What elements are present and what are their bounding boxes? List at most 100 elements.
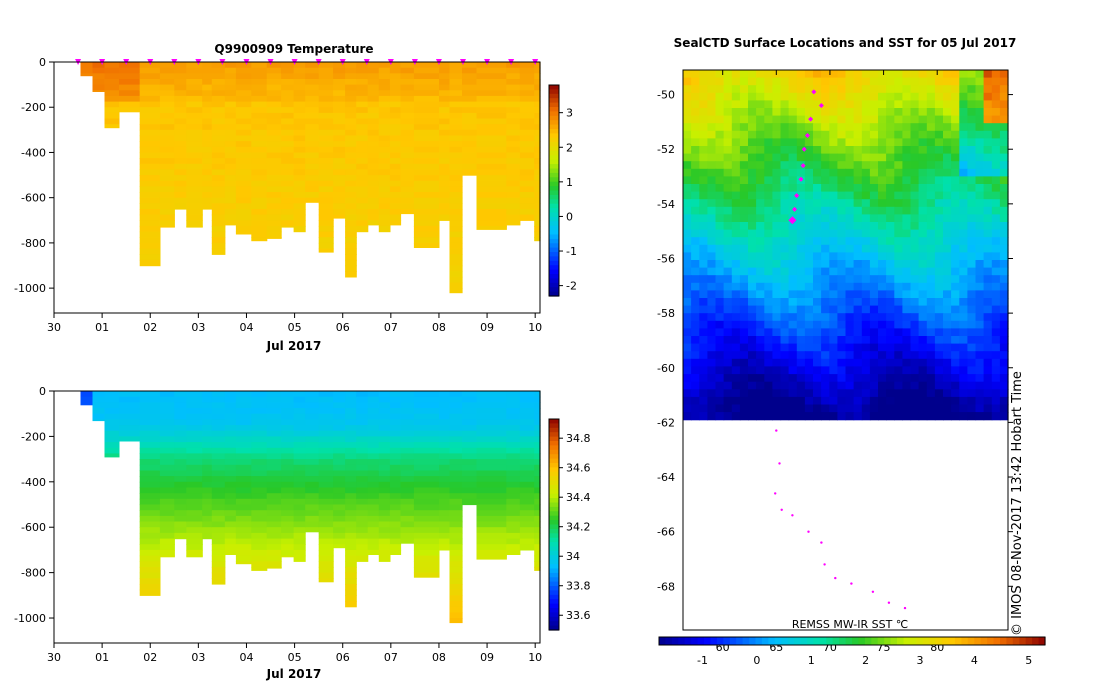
heatmap-cell — [281, 169, 295, 176]
sst-cell — [699, 343, 708, 352]
sst-cell — [959, 320, 968, 329]
heatmap-cell — [235, 476, 252, 483]
heatmap-cell — [449, 101, 463, 108]
heatmap-cell — [305, 493, 320, 500]
heatmap-cell — [139, 549, 161, 557]
seal-track — [774, 429, 907, 610]
sst-cell — [837, 92, 847, 101]
heatmap-cell — [186, 209, 203, 216]
heatmap-cell — [139, 425, 161, 432]
heatmap-cell — [211, 515, 226, 523]
heatmap-cell — [211, 220, 226, 227]
sst-cell — [731, 168, 741, 177]
heatmap-cell — [139, 436, 161, 443]
heatmap-cell — [224, 118, 237, 125]
sst-cell — [943, 168, 952, 177]
sst-cell — [821, 351, 830, 360]
heatmap-cell — [119, 67, 141, 74]
sst-cell — [951, 336, 960, 345]
heatmap-cell — [293, 214, 306, 221]
heatmap-cell — [318, 442, 334, 449]
sst-cell — [918, 404, 928, 413]
heatmap-cell — [439, 73, 451, 80]
heatmap-cell — [305, 90, 320, 97]
heatmap-cell — [224, 442, 237, 449]
heatmap-cell — [186, 203, 203, 210]
heatmap-cell — [356, 129, 369, 137]
heatmap-cell — [400, 464, 415, 472]
sst-cell — [715, 305, 725, 314]
heatmap-cell — [235, 129, 252, 137]
heatmap-cell — [293, 192, 306, 199]
heatmap-cell — [251, 203, 268, 210]
heatmap-cell — [345, 192, 357, 199]
sst-cell — [821, 290, 830, 299]
sst-cell — [894, 358, 903, 367]
heatmap-cell — [318, 453, 334, 460]
heatmap-cell — [139, 459, 161, 466]
sst-cell — [869, 214, 879, 223]
heatmap-cell — [202, 175, 213, 182]
sst-cell — [837, 108, 847, 117]
heatmap-cell — [356, 90, 369, 97]
colorbar-segment — [549, 102, 559, 108]
sst-cell — [707, 100, 717, 109]
heatmap-cell — [476, 169, 507, 176]
heatmap-cell — [389, 79, 402, 86]
sst-cell — [821, 191, 830, 200]
heatmap-cell — [462, 107, 477, 114]
sst-cell — [943, 115, 952, 124]
heatmap-cell — [389, 413, 402, 420]
sst-cell — [878, 351, 887, 360]
heatmap-cell — [367, 180, 380, 187]
heatmap-cell — [400, 180, 415, 187]
heatmap-cell — [449, 464, 463, 472]
heatmap-cell — [439, 112, 451, 120]
heatmap-cell — [104, 118, 120, 125]
heatmap-cell — [318, 146, 334, 154]
sst-cell — [869, 320, 879, 329]
sst-cell — [780, 153, 790, 162]
heatmap-cell — [293, 447, 306, 455]
sst-cell — [910, 313, 920, 322]
heatmap-cell — [186, 402, 203, 409]
sst-cell — [804, 328, 814, 337]
sst-cell — [821, 389, 830, 398]
heatmap-cell — [476, 476, 507, 483]
heatmap-cell — [356, 163, 369, 171]
sst-cell — [869, 138, 879, 147]
sst-cell — [999, 85, 1009, 94]
heatmap-cell — [534, 527, 541, 534]
sst-cell — [983, 176, 993, 185]
heatmap-cell — [449, 572, 463, 579]
sst-cell — [902, 237, 912, 246]
sst-cell — [715, 199, 725, 208]
sst-cell — [959, 343, 968, 352]
heatmap-cell — [449, 430, 463, 437]
colorbar-segment — [549, 221, 559, 227]
sst-cell — [845, 244, 855, 253]
sst-cell — [861, 153, 871, 162]
heatmap-cell — [139, 248, 161, 255]
heatmap-cell — [235, 470, 252, 477]
heatmap-cell — [235, 203, 252, 210]
heatmap-cell — [305, 152, 320, 159]
sst-cell — [910, 130, 920, 139]
sst-cell — [788, 206, 798, 215]
colorbar-segment — [549, 199, 559, 205]
heatmap-cell — [519, 521, 535, 528]
heatmap-cell — [389, 464, 402, 472]
x-tick-label: 01 — [95, 321, 109, 334]
sst-cell — [999, 404, 1009, 413]
heatmap-cell — [534, 146, 541, 154]
heatmap-cell — [345, 237, 357, 244]
sst-cell — [731, 70, 741, 79]
heatmap-cell — [367, 391, 380, 398]
heatmap-cell — [281, 408, 295, 415]
heatmap-cell — [389, 209, 402, 216]
sst-cell — [813, 184, 822, 193]
colorbar-segment — [852, 637, 859, 645]
sst-cell — [739, 389, 749, 398]
heatmap-cell — [224, 203, 237, 210]
sst-cell — [878, 305, 887, 314]
